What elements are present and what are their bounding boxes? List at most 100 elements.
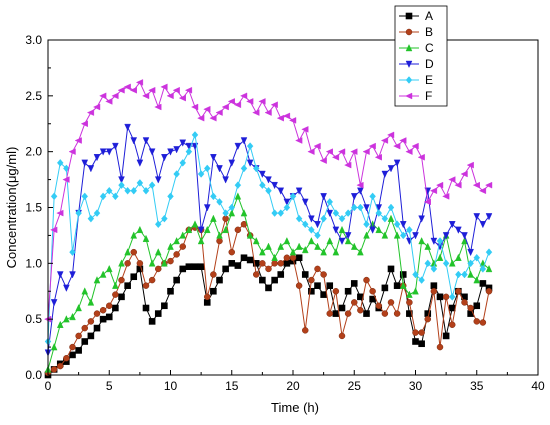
data-point-A [185, 263, 193, 270]
data-point-F [203, 105, 211, 113]
data-point-F [442, 193, 450, 200]
data-point-D [216, 165, 223, 173]
data-point-E [436, 237, 444, 245]
data-point-A [295, 254, 303, 262]
data-point-A [430, 282, 438, 289]
data-point-B [381, 310, 389, 317]
data-point-F [264, 109, 272, 116]
data-point-D [69, 271, 76, 279]
data-point-B [87, 318, 95, 325]
data-point-B [57, 362, 64, 370]
data-point-F [178, 94, 186, 102]
data-point-D [118, 176, 125, 184]
data-point-B [69, 343, 76, 351]
data-point-D [430, 237, 438, 245]
x-tick-label: 40 [531, 379, 545, 393]
data-point-C [387, 214, 395, 222]
data-point-A [216, 276, 223, 284]
data-point-E [424, 259, 432, 268]
data-point-F [289, 117, 297, 124]
data-point-D [412, 232, 419, 240]
data-point-E [167, 192, 174, 201]
data-point-A [87, 332, 95, 340]
data-point-E [399, 231, 407, 240]
data-point-F [68, 148, 76, 155]
data-point-E [142, 186, 150, 195]
data-point-E [326, 198, 334, 206]
data-point-B [485, 288, 493, 295]
legend-label: A [425, 9, 433, 23]
data-point-E [406, 226, 413, 234]
data-point-D [357, 187, 364, 195]
data-point-F [99, 92, 107, 100]
data-point-E [301, 220, 309, 229]
data-point-F [436, 181, 444, 189]
data-point-F [325, 148, 333, 155]
data-point-A [406, 310, 413, 317]
data-point-F [429, 187, 438, 195]
data-point-E [105, 186, 113, 195]
data-point-F [454, 181, 462, 189]
data-point-E [124, 186, 131, 195]
data-point-D [283, 198, 291, 206]
data-point-C [289, 248, 297, 256]
data-point-D [179, 139, 187, 147]
data-point-E [148, 181, 156, 189]
data-point-A [154, 310, 162, 317]
data-point-B [277, 260, 284, 267]
data-point-A [81, 338, 89, 345]
data-point-D [99, 148, 107, 156]
data-point-B [289, 254, 297, 261]
data-point-F [460, 170, 468, 178]
data-point-C [259, 248, 266, 256]
data-point-A [69, 351, 76, 359]
data-point-B [136, 260, 144, 267]
data-point-B [179, 243, 186, 250]
data-point-C [320, 248, 327, 256]
data-point-D [314, 221, 321, 229]
data-point-D [479, 221, 487, 229]
data-point-C [252, 237, 260, 245]
series-C [44, 192, 493, 373]
data-point-B [461, 299, 468, 306]
data-point-C [344, 237, 352, 245]
data-point-E [234, 181, 242, 189]
data-point-F [399, 137, 407, 144]
data-point-A [75, 347, 82, 354]
data-point-D [393, 159, 401, 167]
legend-marker [405, 76, 413, 84]
data-point-E [136, 179, 144, 187]
data-point-E [418, 276, 425, 284]
data-point-D [161, 154, 168, 162]
data-point-C [191, 220, 199, 228]
data-point-D [112, 142, 119, 151]
x-axis: 0 5 10 15 20 25 30 35 40 [45, 370, 545, 393]
data-point-D [455, 226, 462, 234]
data-point-B [338, 332, 346, 340]
data-point-B [253, 271, 260, 278]
data-point-F [50, 226, 58, 234]
y-tick-label: 1.0 [25, 256, 42, 270]
data-point-E [173, 170, 180, 178]
data-point-F [387, 131, 395, 139]
data-point-A [228, 260, 236, 267]
data-point-C [142, 234, 150, 242]
data-point-F [307, 148, 315, 155]
data-point-C [265, 242, 272, 250]
data-point-D [148, 148, 156, 156]
data-point-A [124, 282, 131, 289]
data-point-F [142, 92, 150, 100]
data-point-C [485, 264, 493, 273]
data-point-C [240, 209, 248, 217]
data-point-B [479, 319, 487, 326]
data-point-A [350, 280, 358, 287]
data-point-B [295, 282, 303, 289]
legend-label: D [425, 57, 434, 71]
data-point-C [399, 281, 407, 289]
y-tick-label: 0.5 [25, 312, 42, 326]
data-point-F [221, 103, 229, 111]
data-point-E [344, 209, 352, 217]
legend-item: D [399, 57, 434, 71]
legend-box [394, 5, 448, 107]
